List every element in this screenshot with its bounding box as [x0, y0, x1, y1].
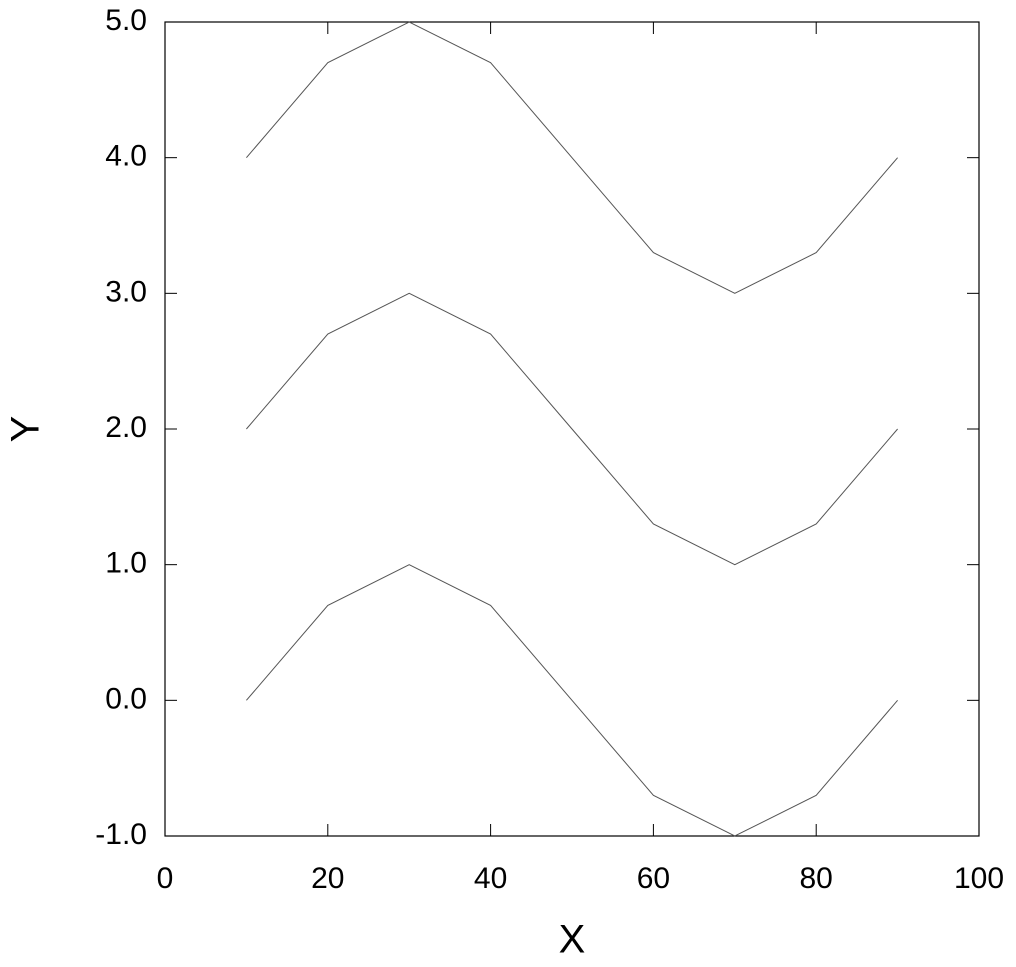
series-line — [246, 564, 898, 837]
x-tick-label: 20 — [311, 862, 344, 895]
x-tick-label: 60 — [637, 862, 670, 895]
series-line — [246, 21, 898, 294]
x-tick-label: 40 — [474, 862, 507, 895]
y-tick-label: -1.0 — [95, 818, 147, 851]
y-tick-label: 1.0 — [105, 547, 147, 580]
y-tick-label: 5.0 — [105, 4, 147, 37]
x-axis-label: X — [559, 918, 586, 962]
x-tick-label: 0 — [157, 862, 174, 895]
y-axis-label: Y — [4, 416, 48, 443]
y-tick-label: 2.0 — [105, 411, 147, 444]
y-tick-label: 0.0 — [105, 682, 147, 715]
x-tick-label: 100 — [954, 862, 1004, 895]
x-tick-label: 80 — [800, 862, 833, 895]
y-tick-label: 3.0 — [105, 275, 147, 308]
y-tick-label: 4.0 — [105, 140, 147, 173]
series-line — [246, 292, 898, 566]
